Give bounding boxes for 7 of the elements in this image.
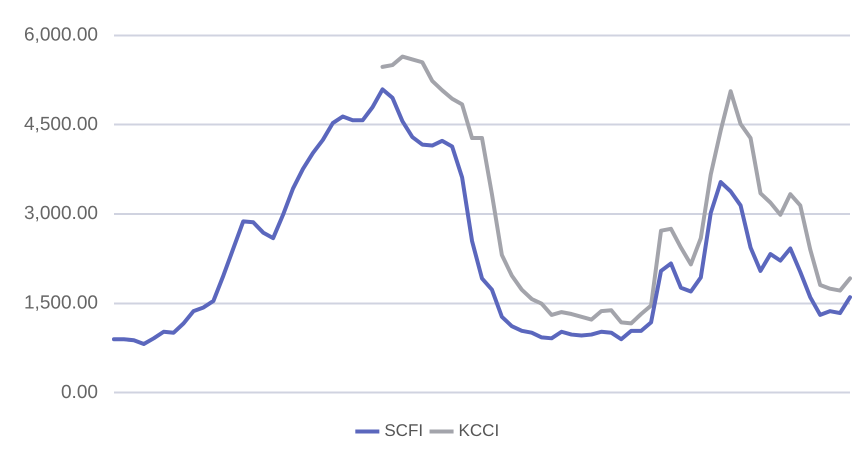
y-tick-label: 6,000.00 <box>24 24 98 46</box>
y-tick-label: 1,500.00 <box>24 292 98 314</box>
y-tick-label: 0.00 <box>60 382 98 403</box>
y-tick-label: 3,000.00 <box>24 203 98 224</box>
legend-label: KCCI <box>458 421 500 440</box>
y-tick-label: 4,500.00 <box>24 114 98 135</box>
legend-label: SCFI <box>384 421 424 440</box>
